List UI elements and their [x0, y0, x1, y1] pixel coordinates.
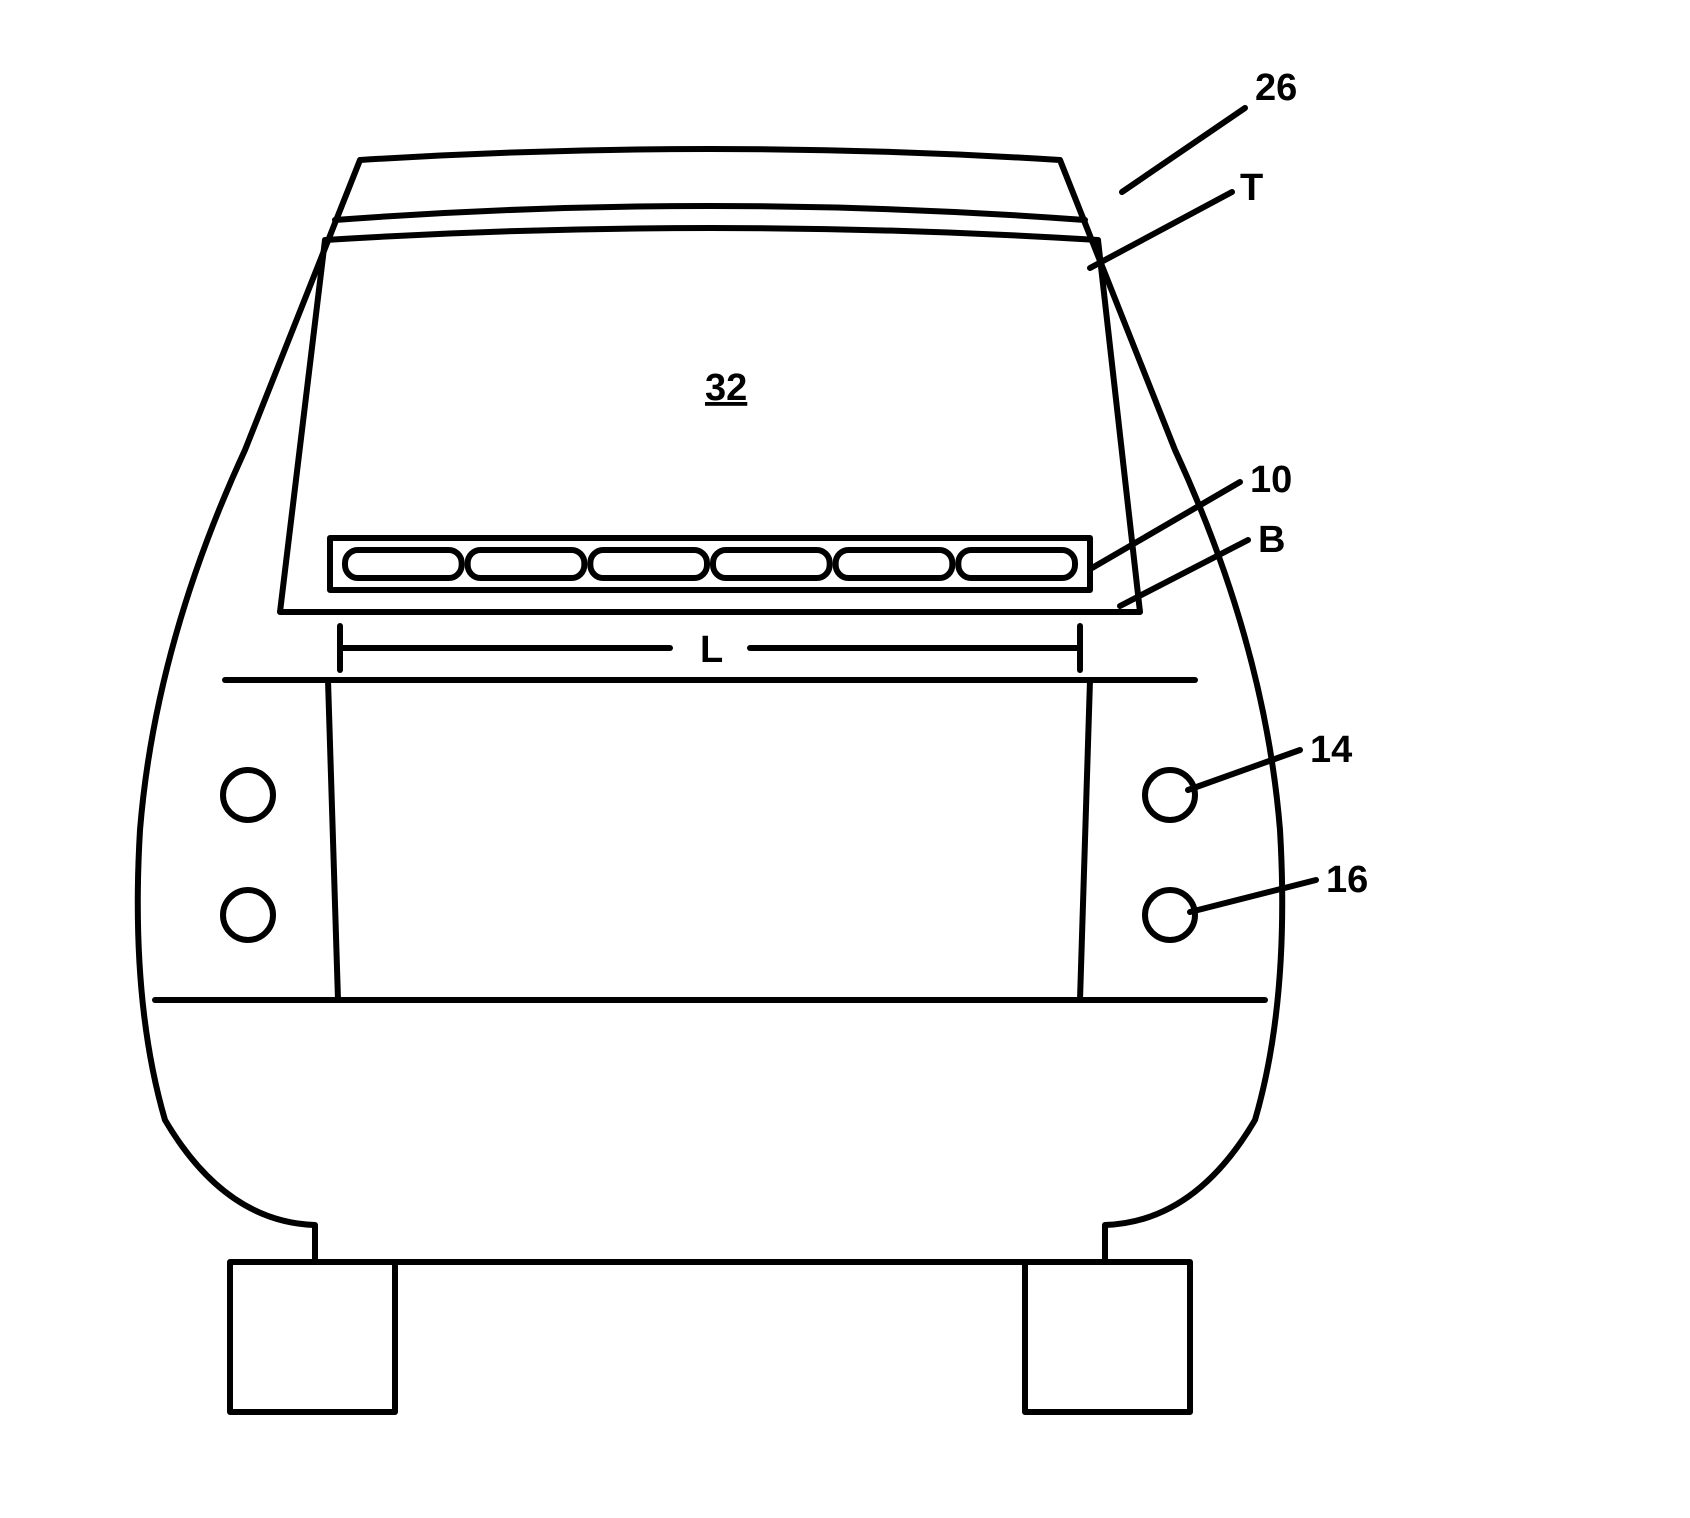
light-bar-segment	[590, 550, 707, 578]
light-bar-segment	[468, 550, 585, 578]
window-bottom-label: B	[1258, 519, 1285, 561]
leader-signal	[1190, 880, 1316, 912]
trunk-right-cluster	[1080, 680, 1228, 1000]
roof-rear-edge	[335, 206, 1085, 220]
tire-left	[230, 1262, 395, 1412]
light-bar-segment	[836, 550, 953, 578]
light-bar-segment	[713, 550, 830, 578]
tail-light-left-1	[223, 770, 273, 820]
light-bar-segment	[345, 550, 462, 578]
vehicle-rear-diagram: 32 L 26 T 10 B 14 16	[0, 0, 1690, 1518]
rear-window	[280, 228, 1140, 612]
tail-lights-left	[223, 770, 273, 940]
turn-signal-ref-label: 16	[1326, 859, 1368, 901]
light-bar-segments	[345, 550, 1075, 578]
trunk-left-cluster	[190, 680, 338, 1000]
leader-brake	[1188, 750, 1300, 790]
roof-ref-label: 26	[1255, 67, 1297, 109]
tail-light-right-2	[1145, 890, 1195, 940]
leader-B	[1120, 540, 1248, 606]
length-label: L	[700, 629, 723, 671]
tire-right	[1025, 1262, 1190, 1412]
tail-light-right-1	[1145, 770, 1195, 820]
light-bar-segment	[958, 550, 1075, 578]
tail-light-left-2	[223, 890, 273, 940]
leader-T	[1090, 192, 1232, 268]
leader-roof	[1122, 108, 1245, 192]
brake-light-ref-label: 14	[1310, 729, 1352, 771]
tail-lights-right	[1145, 770, 1195, 940]
window-top-label: T	[1240, 167, 1263, 209]
window-ref-label: 32	[705, 367, 747, 409]
lightbar-ref-label: 10	[1250, 459, 1292, 501]
vehicle-body-outline	[138, 149, 1282, 1262]
